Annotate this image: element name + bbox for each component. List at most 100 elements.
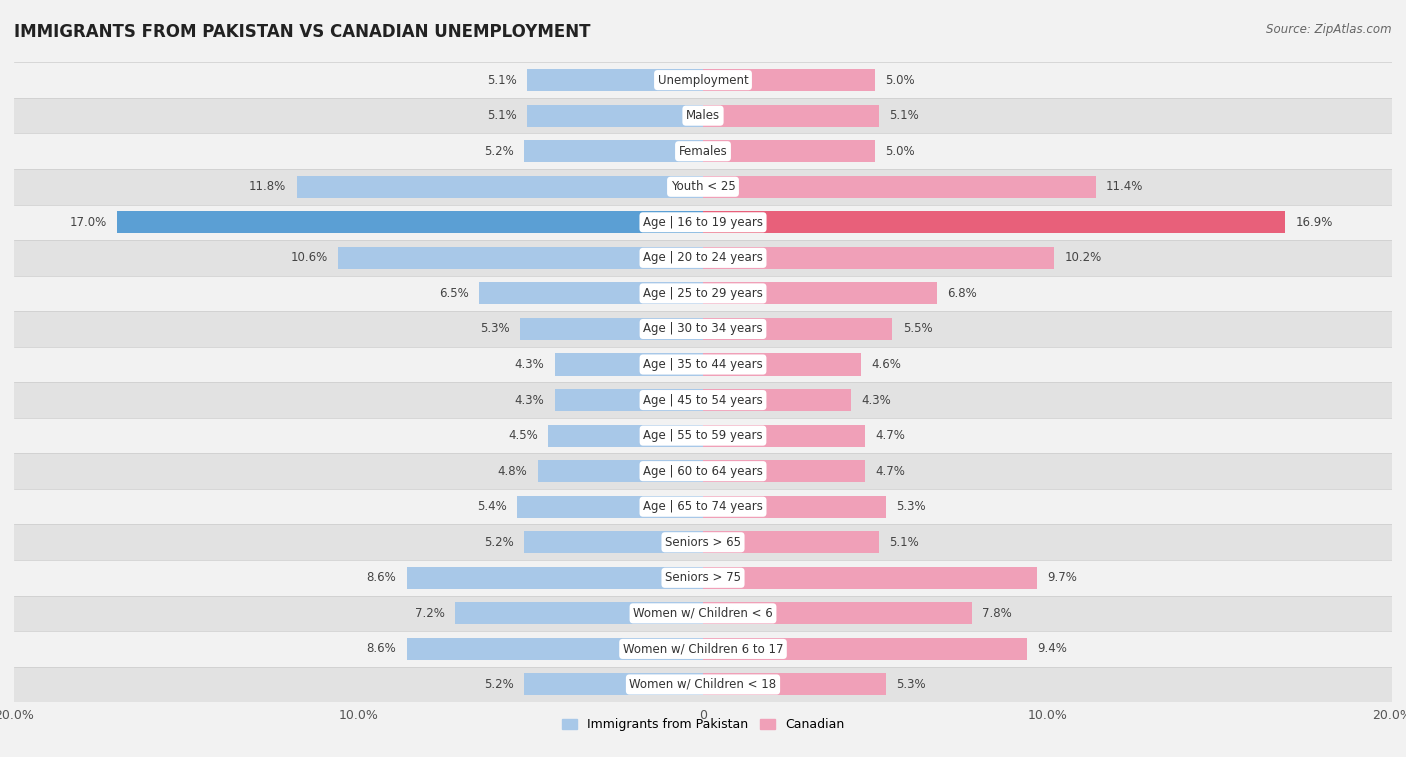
Bar	[14, 525, 1392, 560]
Text: 6.5%: 6.5%	[439, 287, 468, 300]
Text: 10.6%: 10.6%	[290, 251, 328, 264]
Bar	[703, 247, 1054, 269]
Text: 4.7%: 4.7%	[875, 465, 905, 478]
Text: Source: ZipAtlas.com: Source: ZipAtlas.com	[1267, 23, 1392, 36]
Bar	[406, 567, 703, 589]
Bar	[703, 460, 865, 482]
Text: 8.6%: 8.6%	[367, 643, 396, 656]
Bar	[524, 531, 703, 553]
Text: 4.5%: 4.5%	[508, 429, 537, 442]
Text: Age | 65 to 74 years: Age | 65 to 74 years	[643, 500, 763, 513]
Bar	[14, 204, 1392, 240]
Bar	[703, 603, 972, 625]
Text: 16.9%: 16.9%	[1295, 216, 1333, 229]
Bar	[337, 247, 703, 269]
Legend: Immigrants from Pakistan, Canadian: Immigrants from Pakistan, Canadian	[557, 713, 849, 737]
Text: 5.2%: 5.2%	[484, 678, 513, 691]
Bar	[703, 425, 865, 447]
Text: 10.2%: 10.2%	[1064, 251, 1102, 264]
Bar	[524, 674, 703, 696]
Bar	[406, 638, 703, 660]
Text: Women w/ Children < 18: Women w/ Children < 18	[630, 678, 776, 691]
Text: 6.8%: 6.8%	[948, 287, 977, 300]
Bar	[703, 354, 862, 375]
Text: 9.4%: 9.4%	[1038, 643, 1067, 656]
Text: 5.2%: 5.2%	[484, 536, 513, 549]
Text: Seniors > 65: Seniors > 65	[665, 536, 741, 549]
Bar	[14, 133, 1392, 169]
Bar	[297, 176, 703, 198]
Text: 4.6%: 4.6%	[872, 358, 901, 371]
Bar	[14, 347, 1392, 382]
Bar	[537, 460, 703, 482]
Text: 5.3%: 5.3%	[896, 678, 925, 691]
Text: 9.7%: 9.7%	[1047, 572, 1077, 584]
Bar	[548, 425, 703, 447]
Bar	[14, 667, 1392, 702]
Text: 5.5%: 5.5%	[903, 322, 932, 335]
Text: Women w/ Children < 6: Women w/ Children < 6	[633, 607, 773, 620]
Bar	[14, 311, 1392, 347]
Bar	[555, 389, 703, 411]
Text: IMMIGRANTS FROM PAKISTAN VS CANADIAN UNEMPLOYMENT: IMMIGRANTS FROM PAKISTAN VS CANADIAN UNE…	[14, 23, 591, 41]
Text: Females: Females	[679, 145, 727, 157]
Bar	[14, 62, 1392, 98]
Bar	[520, 318, 703, 340]
Bar	[479, 282, 703, 304]
Bar	[14, 276, 1392, 311]
Bar	[703, 531, 879, 553]
Text: 5.0%: 5.0%	[886, 145, 915, 157]
Bar	[14, 489, 1392, 525]
Text: 5.1%: 5.1%	[488, 109, 517, 122]
Bar	[14, 169, 1392, 204]
Text: Seniors > 75: Seniors > 75	[665, 572, 741, 584]
Bar	[527, 69, 703, 91]
Bar	[703, 318, 893, 340]
Bar	[527, 104, 703, 126]
Bar	[456, 603, 703, 625]
Text: 4.8%: 4.8%	[498, 465, 527, 478]
Bar	[703, 496, 886, 518]
Bar	[14, 631, 1392, 667]
Text: 5.1%: 5.1%	[889, 536, 918, 549]
Text: Women w/ Children 6 to 17: Women w/ Children 6 to 17	[623, 643, 783, 656]
Bar	[703, 140, 875, 162]
Bar	[517, 496, 703, 518]
Text: 8.6%: 8.6%	[367, 572, 396, 584]
Text: Unemployment: Unemployment	[658, 73, 748, 86]
Text: Age | 35 to 44 years: Age | 35 to 44 years	[643, 358, 763, 371]
Text: 17.0%: 17.0%	[70, 216, 107, 229]
Text: 5.2%: 5.2%	[484, 145, 513, 157]
Bar	[703, 104, 879, 126]
Text: 7.2%: 7.2%	[415, 607, 444, 620]
Text: 5.3%: 5.3%	[481, 322, 510, 335]
Bar	[703, 176, 1095, 198]
Text: 11.4%: 11.4%	[1107, 180, 1143, 193]
Text: 5.0%: 5.0%	[886, 73, 915, 86]
Text: Age | 25 to 29 years: Age | 25 to 29 years	[643, 287, 763, 300]
Bar	[703, 69, 875, 91]
Bar	[703, 211, 1285, 233]
Text: 5.1%: 5.1%	[889, 109, 918, 122]
Bar	[14, 382, 1392, 418]
Bar	[703, 567, 1038, 589]
Bar	[14, 596, 1392, 631]
Text: 4.3%: 4.3%	[862, 394, 891, 407]
Text: Males: Males	[686, 109, 720, 122]
Text: Youth < 25: Youth < 25	[671, 180, 735, 193]
Text: 4.3%: 4.3%	[515, 358, 544, 371]
Text: 4.3%: 4.3%	[515, 394, 544, 407]
Text: Age | 16 to 19 years: Age | 16 to 19 years	[643, 216, 763, 229]
Text: 4.7%: 4.7%	[875, 429, 905, 442]
Bar	[524, 140, 703, 162]
Text: 11.8%: 11.8%	[249, 180, 287, 193]
Bar	[703, 674, 886, 696]
Bar	[14, 240, 1392, 276]
Bar	[14, 98, 1392, 133]
Text: 7.8%: 7.8%	[981, 607, 1012, 620]
Bar	[555, 354, 703, 375]
Text: Age | 20 to 24 years: Age | 20 to 24 years	[643, 251, 763, 264]
Bar	[14, 560, 1392, 596]
Bar	[703, 389, 851, 411]
Text: 5.4%: 5.4%	[477, 500, 506, 513]
